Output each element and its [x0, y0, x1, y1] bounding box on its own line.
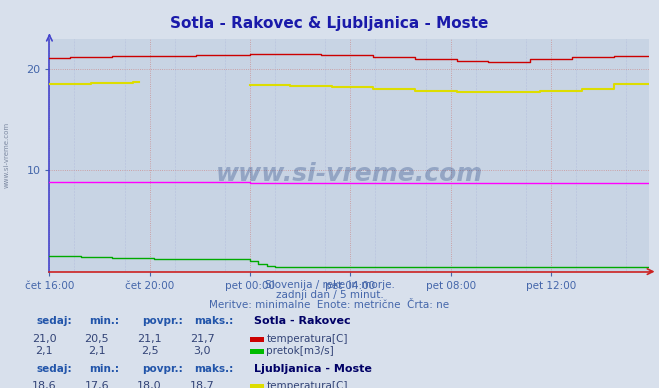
Text: 18,0: 18,0: [137, 381, 162, 388]
Text: povpr.:: povpr.:: [142, 364, 183, 374]
Text: sedaj:: sedaj:: [36, 364, 72, 374]
Text: 21,0: 21,0: [32, 334, 57, 344]
Text: 17,6: 17,6: [84, 381, 109, 388]
Text: Meritve: minimalne  Enote: metrične  Črta: ne: Meritve: minimalne Enote: metrične Črta:…: [210, 300, 449, 310]
Text: sedaj:: sedaj:: [36, 316, 72, 326]
Text: Slovenija / reke in morje.: Slovenija / reke in morje.: [264, 280, 395, 290]
Text: Sotla - Rakovec & Ljubljanica - Moste: Sotla - Rakovec & Ljubljanica - Moste: [170, 16, 489, 31]
Text: 20,5: 20,5: [84, 334, 109, 344]
Text: 18,6: 18,6: [32, 381, 57, 388]
Text: 21,1: 21,1: [137, 334, 162, 344]
Text: zadnji dan / 5 minut.: zadnji dan / 5 minut.: [275, 290, 384, 300]
Text: 2,1: 2,1: [36, 346, 53, 356]
Text: 2,5: 2,5: [141, 346, 158, 356]
Text: maks.:: maks.:: [194, 364, 234, 374]
Text: www.si-vreme.com: www.si-vreme.com: [215, 162, 483, 186]
Text: temperatura[C]: temperatura[C]: [266, 334, 348, 344]
Text: povpr.:: povpr.:: [142, 316, 183, 326]
Text: pretok[m3/s]: pretok[m3/s]: [266, 346, 334, 356]
Text: Ljubljanica - Moste: Ljubljanica - Moste: [254, 364, 372, 374]
Text: 21,7: 21,7: [190, 334, 215, 344]
Text: Sotla - Rakovec: Sotla - Rakovec: [254, 316, 351, 326]
Text: www.si-vreme.com: www.si-vreme.com: [3, 122, 10, 188]
Text: temperatura[C]: temperatura[C]: [266, 381, 348, 388]
Text: 3,0: 3,0: [194, 346, 211, 356]
Text: min.:: min.:: [89, 364, 119, 374]
Text: 18,7: 18,7: [190, 381, 215, 388]
Text: maks.:: maks.:: [194, 316, 234, 326]
Text: min.:: min.:: [89, 316, 119, 326]
Text: 2,1: 2,1: [88, 346, 105, 356]
